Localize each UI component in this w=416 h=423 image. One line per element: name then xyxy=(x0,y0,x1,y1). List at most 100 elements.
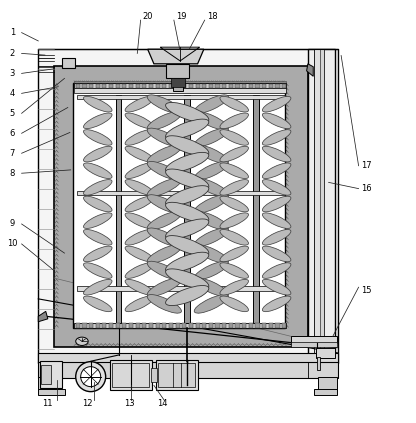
Bar xyxy=(169,324,173,327)
Bar xyxy=(96,324,100,327)
Bar xyxy=(77,286,285,291)
Bar xyxy=(229,324,233,327)
Bar xyxy=(129,324,133,327)
Bar xyxy=(149,84,153,88)
Text: 11: 11 xyxy=(42,399,53,408)
Ellipse shape xyxy=(220,280,248,295)
Bar xyxy=(76,324,80,327)
Ellipse shape xyxy=(84,196,112,212)
Bar xyxy=(291,342,337,347)
Bar xyxy=(262,324,266,327)
Text: 19: 19 xyxy=(176,12,186,21)
Bar xyxy=(169,84,173,88)
Bar xyxy=(182,324,186,327)
Ellipse shape xyxy=(76,337,88,346)
Ellipse shape xyxy=(220,130,248,145)
Text: 5: 5 xyxy=(10,109,15,118)
Ellipse shape xyxy=(166,102,209,123)
Bar xyxy=(196,324,200,327)
Ellipse shape xyxy=(84,146,112,162)
Bar xyxy=(129,84,133,88)
Bar xyxy=(142,84,146,88)
Bar xyxy=(173,77,183,91)
Ellipse shape xyxy=(125,246,154,262)
Bar xyxy=(76,84,80,88)
Bar xyxy=(184,95,190,323)
Bar xyxy=(269,84,273,88)
Ellipse shape xyxy=(262,96,291,112)
Bar xyxy=(156,84,160,88)
Bar xyxy=(156,360,198,390)
Ellipse shape xyxy=(84,230,112,245)
Ellipse shape xyxy=(76,362,106,392)
Bar xyxy=(253,95,259,323)
Bar xyxy=(74,323,286,328)
Bar xyxy=(262,84,266,88)
Bar xyxy=(136,324,140,327)
Text: 4: 4 xyxy=(10,89,15,98)
Ellipse shape xyxy=(262,196,291,212)
Ellipse shape xyxy=(194,178,228,197)
Bar xyxy=(235,324,240,327)
Ellipse shape xyxy=(220,163,248,179)
Bar xyxy=(122,324,126,327)
Bar xyxy=(156,324,160,327)
Bar xyxy=(196,84,200,88)
Bar xyxy=(209,324,213,327)
Bar xyxy=(166,64,189,78)
Ellipse shape xyxy=(125,230,154,245)
Ellipse shape xyxy=(262,130,291,145)
Ellipse shape xyxy=(147,112,181,130)
Ellipse shape xyxy=(220,296,248,312)
Bar xyxy=(158,363,195,387)
Ellipse shape xyxy=(220,146,248,162)
Ellipse shape xyxy=(194,95,228,113)
Ellipse shape xyxy=(147,244,181,263)
Ellipse shape xyxy=(262,146,291,162)
Bar xyxy=(209,84,213,88)
Ellipse shape xyxy=(194,294,228,313)
Ellipse shape xyxy=(147,212,181,230)
Bar xyxy=(142,324,146,327)
Bar xyxy=(116,324,120,327)
Bar xyxy=(89,324,93,327)
Ellipse shape xyxy=(166,186,209,206)
Bar xyxy=(171,77,185,87)
Text: 2: 2 xyxy=(10,49,15,58)
Ellipse shape xyxy=(166,169,209,189)
Ellipse shape xyxy=(147,195,181,213)
Ellipse shape xyxy=(147,162,181,180)
Ellipse shape xyxy=(166,136,209,156)
Ellipse shape xyxy=(194,128,228,147)
Ellipse shape xyxy=(166,236,209,255)
Ellipse shape xyxy=(220,113,248,129)
Ellipse shape xyxy=(125,113,154,129)
Bar xyxy=(189,84,193,88)
Text: 12: 12 xyxy=(82,399,93,408)
Bar xyxy=(182,84,186,88)
Text: 7: 7 xyxy=(10,149,15,158)
Ellipse shape xyxy=(84,130,112,145)
Bar xyxy=(102,324,106,327)
Bar xyxy=(249,324,253,327)
Bar xyxy=(109,84,113,88)
Bar xyxy=(176,324,180,327)
Bar xyxy=(176,84,180,88)
Ellipse shape xyxy=(262,246,291,262)
Bar xyxy=(202,84,206,88)
Text: 20: 20 xyxy=(142,12,153,21)
Ellipse shape xyxy=(194,244,228,263)
Ellipse shape xyxy=(84,246,112,262)
Bar xyxy=(255,324,260,327)
Bar xyxy=(82,324,87,327)
Bar xyxy=(38,353,338,363)
Ellipse shape xyxy=(166,252,209,272)
Ellipse shape xyxy=(81,367,101,387)
Ellipse shape xyxy=(84,280,112,295)
Text: 18: 18 xyxy=(207,12,218,21)
Ellipse shape xyxy=(262,180,291,195)
Ellipse shape xyxy=(194,228,228,247)
Text: 13: 13 xyxy=(124,399,134,408)
Bar xyxy=(38,49,338,363)
Ellipse shape xyxy=(194,145,228,163)
